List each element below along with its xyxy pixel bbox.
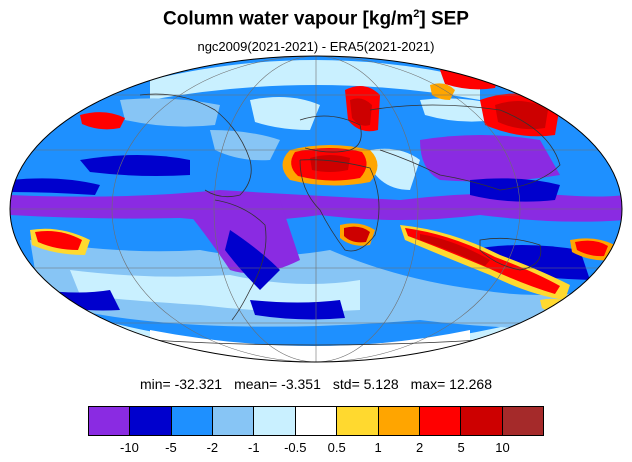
colorbar-cell [295,407,338,435]
colorbar-cell [502,407,543,435]
colorbar-tick-label: -0.5 [284,440,307,455]
colorbar-tick-label: 2 [416,440,424,455]
statistics-line: min= -32.321 mean= -3.351 std= 5.128 max= 1… [0,376,632,392]
stat-mean: mean= -3.351 [234,376,321,392]
map-subtitle: ngc2009(2021-2021) - ERA5(2021-2021) [197,39,435,54]
stat-std: std= 5.128 [332,376,399,392]
colorbar-labels: -10 -5 -2 -1 -0.5 0.5 1 2 5 10 [88,440,544,458]
colorbar-tick-label: -2 [206,440,219,455]
map-title: Column water vapour [kg/m2] SEP [163,8,469,30]
colorbar-tick-label: -5 [165,440,177,455]
colorbar-tick-label: -10 [120,440,139,455]
colorbar-cell [171,407,214,435]
colorbar-cell [378,407,420,435]
colorbar-tick-label: 5 [457,440,465,455]
coastlines [139,93,561,346]
colorbar-tick-label: 10 [495,440,510,455]
colorbar-tick-label: 0.5 [327,440,346,455]
colorbar-cell [337,407,379,435]
colorbar-cell [89,407,131,435]
globe-outline [9,55,623,363]
graticule [10,56,622,362]
colorbar [88,406,544,436]
colorbar-tick-label: 1 [374,440,382,455]
colorbar-cell [130,407,172,435]
stat-max: max= 12.268 [410,376,493,392]
mollweide-map [9,55,623,363]
colorbar-cell [213,407,255,435]
colorbar-tick-label: -1 [248,440,260,455]
colorbar-cell [461,407,503,435]
stat-min: min= -32.321 [139,376,223,392]
colorbar-cell [254,407,296,435]
colorbar-cell [419,407,462,435]
